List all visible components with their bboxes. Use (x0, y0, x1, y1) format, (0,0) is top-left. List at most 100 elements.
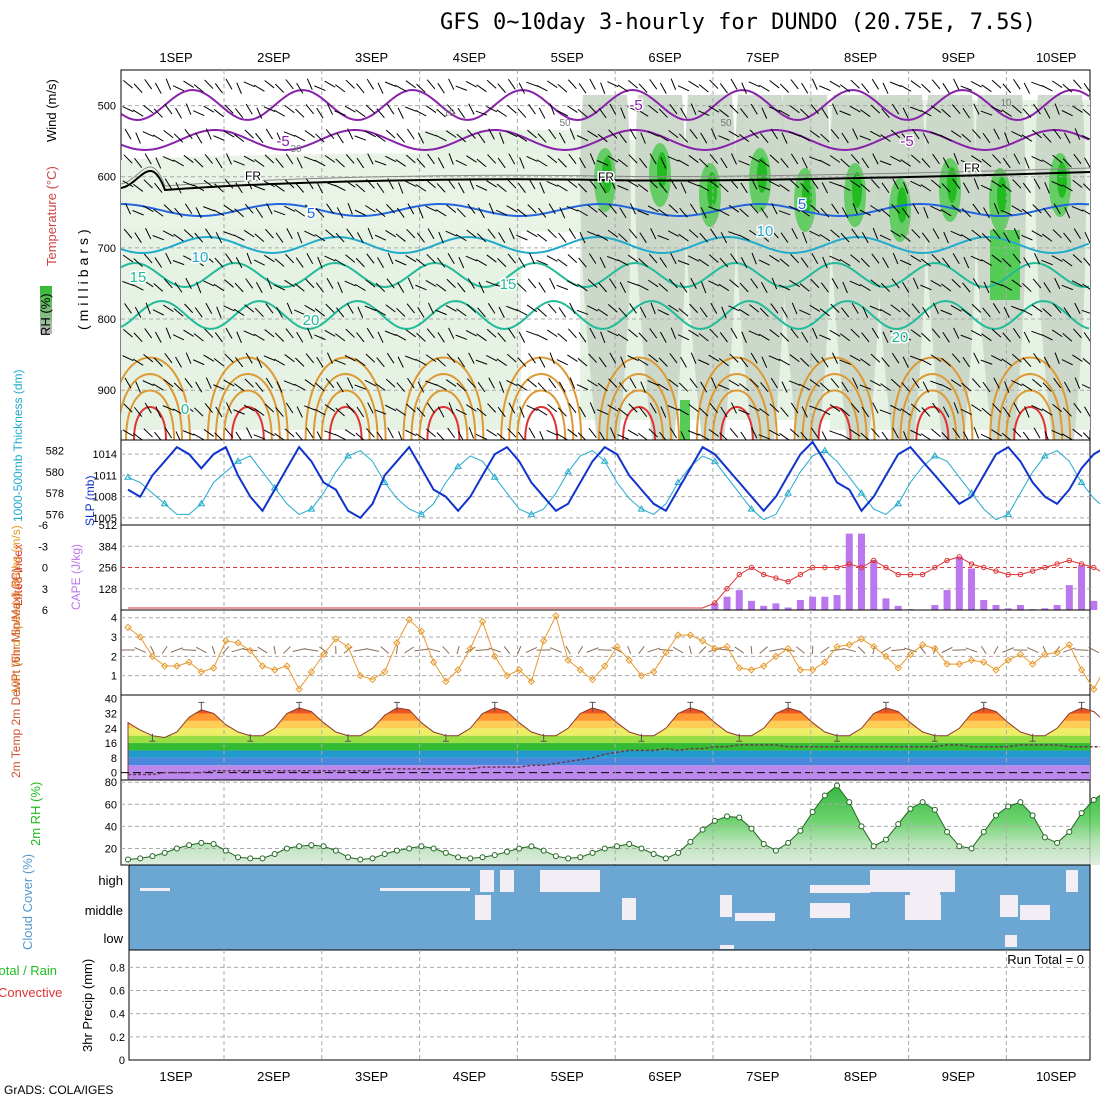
wind-barb (910, 355, 922, 361)
wind-barb (448, 327, 455, 339)
wind-barb (526, 230, 538, 238)
wind-speed-marker (442, 677, 450, 686)
temp-contour-warm (606, 373, 672, 440)
wind-barb (953, 327, 960, 339)
wind-barb (607, 330, 619, 337)
max-temp-errorbar (589, 701, 596, 712)
temp-band (128, 735, 1090, 744)
wind-speed-marker (698, 637, 707, 645)
wind-barb (1082, 108, 1090, 116)
wind-barb (771, 203, 778, 215)
wind-barb (841, 132, 849, 144)
rh-column (875, 95, 926, 440)
wind-barb (859, 135, 872, 141)
wind-barb (860, 257, 870, 268)
wind-barb (639, 406, 648, 418)
wind-barb (922, 132, 930, 144)
wind-barb (962, 356, 971, 368)
wind-barb (366, 179, 375, 189)
wind-barb (528, 103, 536, 115)
cloud-level-label: middle (85, 903, 123, 918)
wind-barb (658, 208, 669, 217)
wind-barb (1082, 183, 1090, 192)
wind-barb (1021, 309, 1033, 316)
wind-barb (1074, 128, 1081, 140)
wind-barb (245, 278, 254, 289)
wind-barb (859, 384, 872, 390)
wind-barb (1061, 433, 1073, 440)
rh-marker (235, 854, 242, 861)
wind-barb (426, 328, 436, 339)
wind-barb (608, 378, 618, 388)
wind-barb (849, 105, 861, 113)
wind-barb (185, 352, 192, 364)
wind-barb (122, 254, 134, 263)
rh-marker (785, 839, 792, 846)
wind-barb (122, 106, 134, 113)
wind-barb (839, 433, 851, 440)
wind-barb (901, 307, 911, 317)
wind-barb (781, 381, 788, 393)
wind-barb (830, 229, 840, 238)
wind-barb (253, 84, 265, 92)
wind-barb (931, 253, 941, 264)
wind-barb (627, 429, 639, 437)
wind-barb (678, 159, 689, 167)
wind-barb (234, 208, 244, 218)
y-tick-label: 6 (42, 605, 48, 617)
wind-speed-marker (295, 685, 303, 693)
wind-barb (1063, 381, 1071, 393)
wind-barb (304, 204, 315, 214)
wind-barb (1031, 230, 1043, 238)
wind-barb (687, 430, 700, 436)
wind-barb (395, 333, 407, 341)
wind-barb (1082, 209, 1090, 215)
wind-barb (1022, 283, 1032, 292)
lifted-index-marker (822, 564, 828, 571)
wind-barb (569, 128, 576, 140)
cape-bar (882, 598, 890, 610)
wind-barb (822, 256, 828, 269)
wind-barb (892, 178, 899, 190)
wind-barb (132, 358, 144, 366)
wind-barb (647, 279, 659, 288)
wind-barb (244, 378, 254, 388)
surface-wind-barb (1002, 647, 1015, 653)
y-tick-label: -6 (38, 520, 48, 532)
cloud-cell (380, 888, 470, 891)
wind-barb (1043, 282, 1051, 293)
lifted-index-marker (883, 564, 889, 571)
wind-barb (751, 178, 758, 190)
wind-barb (375, 134, 386, 142)
wind-barb (568, 153, 577, 165)
thickness-slp-frame (120, 439, 1091, 526)
wind-barb (639, 157, 648, 168)
wind-barb (547, 303, 557, 314)
wind-barb (425, 280, 437, 287)
wind-barb (801, 82, 809, 94)
wind-barb (1032, 278, 1042, 289)
wind-barb (993, 203, 1000, 215)
wind-barb (304, 156, 316, 162)
wind-barb (255, 382, 264, 393)
wind-barb (769, 329, 780, 338)
wind-barb (950, 230, 962, 237)
wind-barb (688, 154, 699, 163)
wind-barb (557, 158, 567, 168)
wind-barb (980, 184, 993, 191)
wind-speed-marker (527, 677, 536, 686)
surface-wind-barb (475, 649, 490, 651)
rh-marker (565, 855, 572, 862)
wind-barb (1073, 228, 1082, 240)
wind-barb (588, 104, 598, 114)
wind-barb (276, 132, 283, 144)
wind-barb (973, 178, 980, 190)
wind-barb (879, 234, 892, 241)
wind-barb (295, 257, 304, 268)
wind-barb (517, 431, 525, 440)
wind-barb (214, 257, 224, 268)
min-temp-errorbar (442, 733, 449, 742)
wind-barb (334, 184, 346, 192)
